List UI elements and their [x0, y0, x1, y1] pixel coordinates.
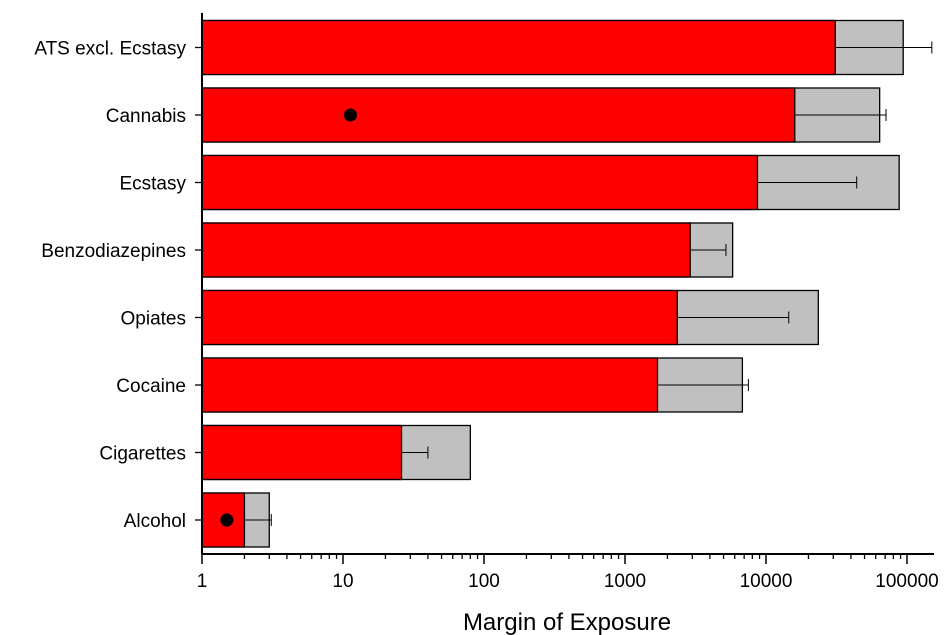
- x-tick-label-1: 1: [197, 571, 208, 592]
- bar-lower-benzodiazepines: [201, 222, 691, 278]
- category-label-cannabis: Cannabis: [106, 106, 186, 127]
- labels-layer: ATS excl. Ecstasy Cannabis Ecstasy Benzodia…: [34, 39, 938, 593]
- x-tick-label-1000: 1000: [604, 571, 646, 592]
- x-tick-label-100000: 100000: [875, 571, 938, 592]
- axes-layer: [195, 13, 934, 564]
- bars-layer: [201, 19, 904, 548]
- category-label-ecstasy: Ecstasy: [119, 174, 186, 195]
- marker-cannabis: [343, 108, 357, 122]
- x-tick-label-10000: 10000: [740, 571, 793, 592]
- category-label-alcohol: Alcohol: [124, 511, 186, 532]
- category-label-cocaine: Cocaine: [116, 376, 186, 397]
- bar-lower-ats-excl-ecstasy: [201, 19, 836, 76]
- x-axis-title: Margin of Exposure: [463, 609, 671, 635]
- category-label-ats-excl-ecstasy: ATS excl. Ecstasy: [34, 39, 186, 60]
- bar-lower-cigarettes: [201, 424, 403, 481]
- category-label-cigarettes: Cigarettes: [99, 444, 186, 465]
- category-label-opiates: Opiates: [121, 309, 186, 330]
- bar-lower-cannabis: [201, 87, 796, 143]
- x-tick-label-100: 100: [468, 571, 500, 592]
- x-tick-label-10: 10: [332, 571, 353, 592]
- markers-layer: [220, 108, 357, 527]
- marker-alcohol: [220, 513, 234, 527]
- bar-lower-opiates: [201, 289, 678, 346]
- bar-lower-ecstasy: [201, 154, 759, 211]
- category-label-benzodiazepines: Benzodiazepines: [41, 241, 186, 262]
- bar-lower-cocaine: [201, 357, 659, 413]
- error-bars-layer: [244, 41, 933, 526]
